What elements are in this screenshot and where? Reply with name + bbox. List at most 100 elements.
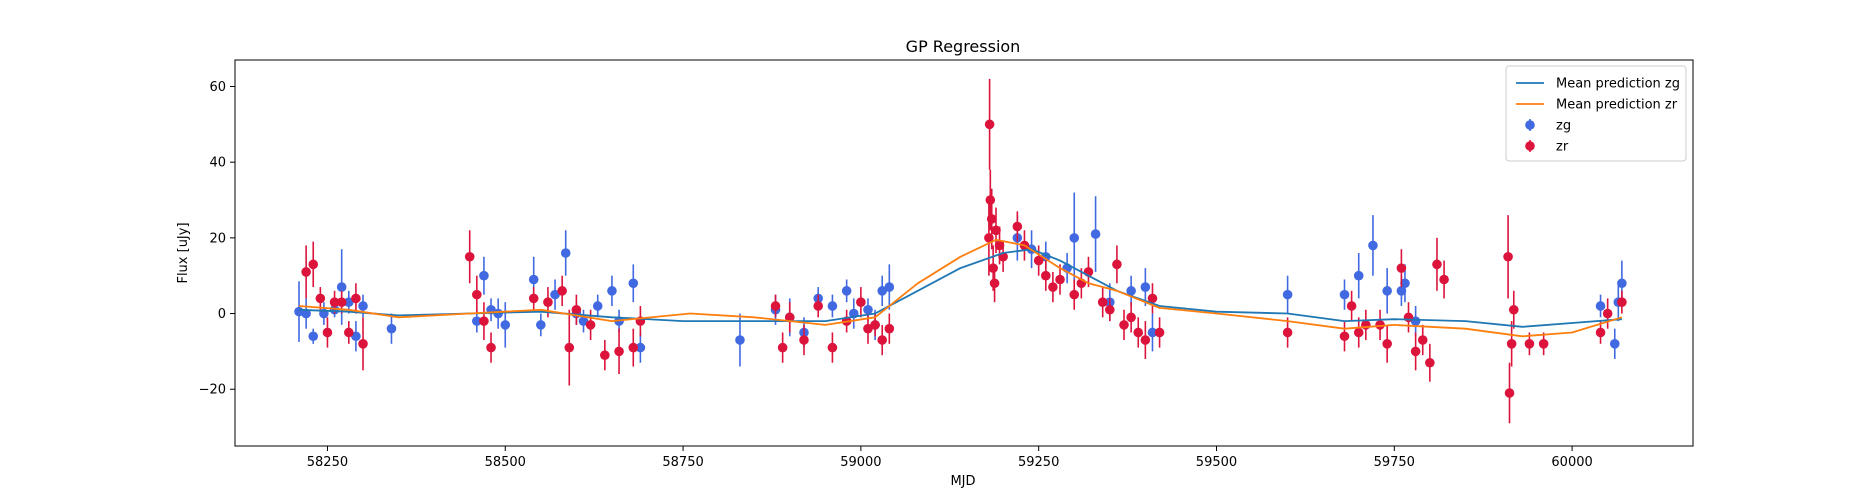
data-point: [585, 320, 596, 330]
y-tick-label: 20: [209, 231, 226, 246]
x-tick-label: 59750: [1374, 455, 1415, 470]
data-point: [1617, 297, 1627, 307]
chart-title: GP Regression: [906, 37, 1021, 56]
data-point: [635, 342, 646, 353]
data-point: [1346, 301, 1357, 311]
y-tick-label: −20: [199, 383, 226, 398]
data-point: [301, 308, 311, 319]
legend-swatch: [1525, 141, 1535, 151]
x-tick-label: 59250: [1018, 455, 1059, 470]
data-point: [1432, 259, 1442, 270]
data-point: [386, 323, 397, 334]
data-point: [1382, 339, 1392, 349]
data-point: [877, 286, 888, 296]
data-point: [1524, 339, 1535, 349]
data-point: [592, 301, 603, 311]
data-point: [1069, 233, 1080, 243]
data-point: [1602, 308, 1613, 319]
data-point: [351, 293, 361, 304]
data-point: [1506, 339, 1517, 349]
data-point: [1396, 286, 1407, 296]
data-point: [479, 270, 489, 281]
data-point: [536, 320, 546, 330]
data-point: [1403, 312, 1414, 323]
x-tick-label: 58500: [485, 455, 526, 470]
data-point: [1126, 312, 1136, 323]
data-point: [560, 248, 571, 258]
data-point: [1126, 286, 1136, 296]
data-point: [799, 335, 809, 345]
data-point: [1055, 274, 1065, 285]
data-point: [1396, 263, 1407, 273]
data-point: [863, 304, 873, 315]
plot-frame: [234, 59, 1694, 447]
data-point: [988, 263, 998, 273]
data-point: [486, 342, 496, 353]
x-axis-label: MJD: [950, 474, 975, 489]
data-point: [777, 342, 788, 353]
data-point: [994, 240, 1005, 251]
y-tick-label: 40: [209, 156, 226, 171]
data-point: [329, 297, 340, 307]
data-point: [1133, 327, 1144, 338]
data-point: [884, 323, 895, 334]
data-point: [827, 301, 838, 311]
data-point: [479, 316, 489, 326]
data-point: [1400, 278, 1410, 289]
data-point: [343, 327, 354, 338]
data-point: [557, 286, 567, 296]
data-point: [1105, 304, 1115, 315]
data-point: [1504, 388, 1515, 398]
x-axis: 58250 58500 58750 59000 59250 59500 59750 60000: [307, 446, 1593, 470]
legend-label: zr: [1556, 140, 1569, 155]
data-point: [1147, 327, 1158, 338]
data-point: [1595, 327, 1606, 338]
x-tick-label: 58750: [662, 455, 703, 470]
data-point: [528, 274, 539, 285]
x-tick-label: 59500: [1196, 455, 1237, 470]
data-point: [1375, 320, 1385, 330]
data-point: [472, 316, 482, 326]
data-point: [1154, 327, 1165, 338]
data-point: [464, 251, 475, 262]
data-point: [564, 342, 575, 353]
legend: Mean prediction zg Mean prediction zr zg zr: [1505, 65, 1687, 162]
data-point: [1112, 259, 1122, 270]
legend-label: zg: [1556, 119, 1571, 134]
data-point: [1012, 221, 1023, 232]
data-point: [1048, 282, 1058, 292]
data-point: [600, 350, 610, 360]
data-point: [322, 327, 333, 338]
data-point: [308, 259, 319, 270]
data-point: [607, 286, 617, 296]
data-point: [1617, 278, 1627, 289]
data-point: [841, 286, 852, 296]
data-point: [870, 320, 880, 330]
data-point: [1595, 301, 1606, 311]
data-point: [1508, 304, 1519, 315]
y-tick-label: 60: [209, 80, 226, 95]
data-point: [735, 335, 745, 345]
data-point: [1353, 270, 1364, 281]
data-point: [1538, 339, 1549, 349]
data-point: [856, 297, 866, 307]
data-point: [472, 289, 482, 300]
data-point: [813, 301, 823, 311]
series-line-Mean prediction zr: [298, 238, 1623, 338]
data-point: [1439, 274, 1449, 285]
series-line-Mean prediction zg: [298, 248, 1622, 328]
data-point: [1503, 251, 1513, 262]
x-tick-label: 60000: [1551, 455, 1592, 470]
data-point: [991, 225, 1001, 236]
legend-label: Mean prediction zg: [1556, 77, 1680, 92]
data-point: [550, 289, 560, 300]
data-point: [336, 297, 347, 307]
data-point: [884, 282, 895, 292]
series-zr: [301, 78, 1627, 424]
data-point: [1119, 320, 1129, 330]
data-point: [528, 293, 539, 304]
data-point: [628, 342, 639, 353]
data-point: [1090, 229, 1101, 239]
data-point: [863, 323, 873, 334]
